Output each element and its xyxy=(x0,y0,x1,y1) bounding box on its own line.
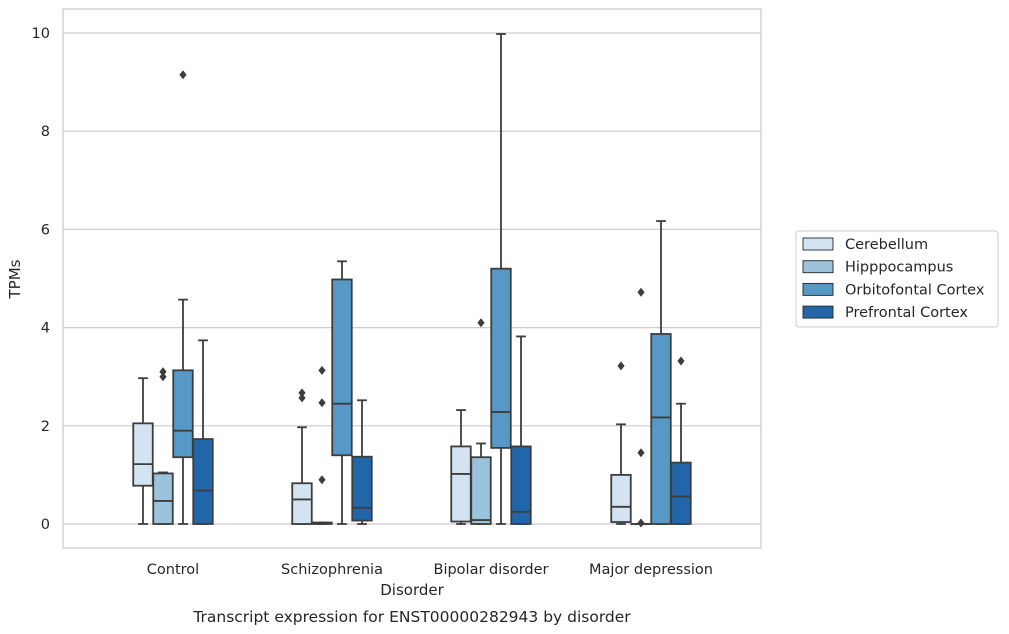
box-body xyxy=(450,445,472,523)
y-tick-labels: 0 2 4 6 8 10 xyxy=(32,26,50,533)
series-prefrontal-cortex xyxy=(192,335,692,525)
x-tick-labels: Control Schizophrenia Bipolar disorder Majo… xyxy=(147,562,713,578)
legend-item: Orbitofontal Cortex xyxy=(802,282,985,298)
legend-item: Cerebellum xyxy=(802,237,928,253)
legend-label: Hipppocampus xyxy=(845,260,953,276)
legend-label: Orbitofontal Cortex xyxy=(845,282,985,298)
legend-swatch xyxy=(802,282,834,296)
box xyxy=(510,335,532,525)
y-tick-label: 0 xyxy=(41,517,50,533)
plot-frame xyxy=(62,8,762,549)
x-tick-label: Bipolar disorder xyxy=(434,562,549,578)
box xyxy=(291,388,313,525)
outlier-point xyxy=(298,393,306,403)
box-body xyxy=(351,455,373,522)
y-tick-label: 10 xyxy=(32,26,50,42)
box-body xyxy=(510,445,532,525)
box xyxy=(630,287,652,528)
outlier-point xyxy=(159,367,167,377)
legend-item: Prefrontal Cortex xyxy=(802,305,968,321)
box xyxy=(470,318,492,525)
series-cerebellum xyxy=(132,361,632,525)
legend-swatch xyxy=(802,237,834,251)
box xyxy=(610,361,632,525)
x-tick-label: Major depression xyxy=(589,562,713,578)
outlier-point xyxy=(637,287,645,297)
outlier-point xyxy=(637,518,645,528)
outlier-point xyxy=(318,398,326,408)
outlier-point xyxy=(318,365,326,375)
box xyxy=(650,220,672,525)
box-plot-series xyxy=(132,33,692,528)
outlier-point xyxy=(318,475,326,485)
legend-label: Prefrontal Cortex xyxy=(845,305,968,321)
box-body xyxy=(331,278,353,457)
y-tick-label: 6 xyxy=(41,222,50,238)
box-body xyxy=(152,472,174,525)
y-tick-label: 2 xyxy=(41,419,50,435)
outlier-point xyxy=(179,70,187,80)
box xyxy=(132,377,154,525)
box xyxy=(450,409,472,525)
box xyxy=(192,339,214,525)
y-tick-label: 4 xyxy=(41,321,50,337)
box-body xyxy=(490,267,512,449)
box-body xyxy=(610,473,632,523)
legend-swatch xyxy=(802,260,834,274)
x-axis-label: Disorder xyxy=(380,581,444,599)
x-tick-label: Schizophrenia xyxy=(281,562,383,578)
box xyxy=(351,399,373,525)
outlier-point xyxy=(159,372,167,382)
outlier-point xyxy=(617,361,625,371)
outlier-point xyxy=(298,388,306,398)
legend: Cerebellum Hipppocampus Orbitofontal Corte… xyxy=(795,230,999,328)
box-body xyxy=(291,482,313,525)
outlier-point xyxy=(477,318,485,328)
y-tick-label: 8 xyxy=(41,124,50,140)
outlier-point xyxy=(637,448,645,458)
box xyxy=(490,33,512,525)
legend-frame xyxy=(795,230,999,328)
box-body xyxy=(172,369,194,459)
box-body xyxy=(132,422,154,487)
x-tick-label: Control xyxy=(147,562,199,578)
y-axis-label: TPMs xyxy=(6,259,24,299)
series-orbitofontal-cortex xyxy=(172,33,672,525)
box xyxy=(331,260,353,525)
outlier-point xyxy=(677,356,685,366)
box xyxy=(172,70,194,525)
chart-caption: Transcript expression for ENST0000028294… xyxy=(192,608,631,626)
box-body xyxy=(650,333,672,525)
box-body xyxy=(470,456,492,525)
box xyxy=(670,356,692,525)
box xyxy=(152,367,174,525)
box xyxy=(311,365,333,525)
legend-swatch xyxy=(802,305,834,319)
legend-item: Hipppocampus xyxy=(802,260,953,276)
series-hipppocampus xyxy=(152,287,652,528)
legend-label: Cerebellum xyxy=(845,237,928,253)
box-body xyxy=(670,461,692,525)
box-body xyxy=(192,438,214,525)
